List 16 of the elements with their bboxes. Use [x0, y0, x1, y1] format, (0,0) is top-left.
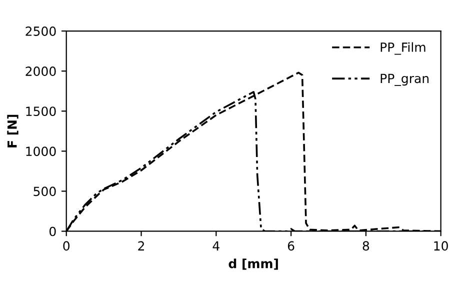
y-axis-title: F [N] [7, 114, 18, 148]
y-tick-label: 2000 [26, 66, 56, 76]
x-tick-label: 6 [288, 241, 294, 251]
x-axis-title: d [mm] [228, 258, 278, 270]
x-tick-label: 2 [138, 241, 144, 250]
y-tick-label: 2500 [26, 26, 56, 36]
y-tick-label: 1500 [26, 106, 56, 116]
x-tick-label: 0 [63, 241, 70, 251]
x-tick-label: 4 [212, 241, 220, 250]
x-tick-label: 10 [434, 241, 448, 251]
y-tick-label: 1000 [26, 146, 56, 156]
legend-label: PP_Film [380, 42, 426, 55]
y-tick-label: 0 [50, 226, 56, 236]
y-tick-label: 500 [34, 186, 56, 196]
legend-label: PP_gran [380, 74, 429, 86]
x-tick-label: 8 [362, 241, 370, 251]
